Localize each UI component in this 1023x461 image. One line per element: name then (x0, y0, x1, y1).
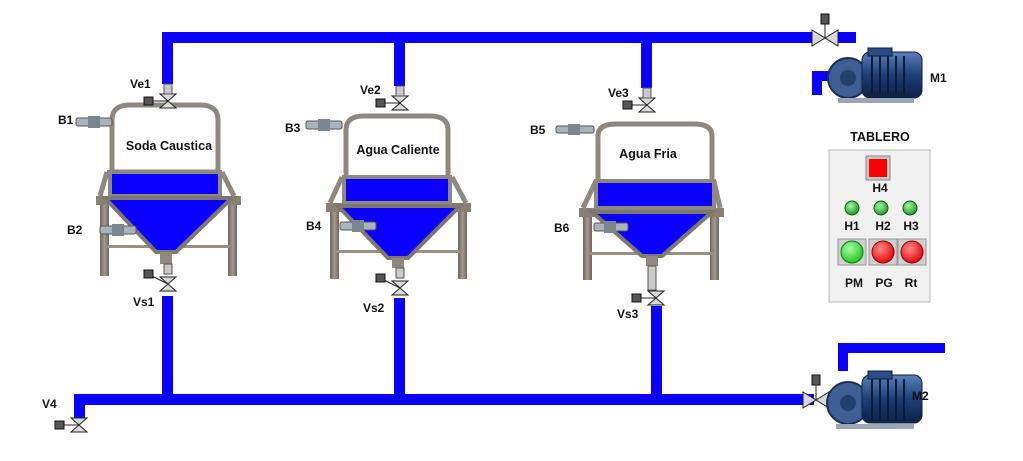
sensor-label: B1 (58, 113, 74, 127)
sensor-label: B6 (554, 221, 570, 235)
button-pm[interactable]: PM (837, 238, 867, 290)
pipe-m2-outlet-h (838, 343, 945, 353)
valve-ve1[interactable]: Ve1 (130, 77, 178, 109)
tank-leg (228, 198, 237, 276)
panel-title: TABLERO (850, 130, 910, 144)
sensor-label: B3 (285, 121, 301, 135)
button-pg[interactable]: PG (868, 238, 898, 290)
actuator-icon (811, 374, 821, 386)
pump-label: M1 (930, 71, 947, 85)
valve-m1-inlet[interactable] (811, 13, 839, 47)
actuator-icon (143, 269, 154, 279)
valve-vs1[interactable]: Vs1 (133, 263, 178, 309)
sensor-b1[interactable]: B1 (58, 113, 113, 128)
lamp-label: H3 (903, 219, 919, 233)
valve-ve2[interactable]: Ve2 (360, 83, 410, 111)
button-label: Rt (905, 276, 918, 290)
pipe-m1-inlet (836, 32, 856, 43)
tank-outlet-neck (392, 258, 404, 268)
sensor-label: B5 (530, 123, 546, 137)
sensor-b4[interactable]: B4 (306, 219, 377, 233)
sensor-label: B2 (67, 223, 83, 237)
button-rt[interactable]: Rt (897, 238, 927, 290)
sensor-label: B4 (306, 219, 322, 233)
tank-label: Agua Caliente (356, 143, 439, 157)
button-label: PM (845, 276, 863, 290)
pipe-drop-ve2 (394, 32, 405, 86)
pipe-vs2 (394, 298, 405, 396)
valve-label: Vs1 (133, 295, 155, 309)
valve-ve3[interactable]: Ve3 (608, 86, 657, 113)
tank-leg (100, 198, 109, 276)
valve-label: Vs3 (617, 307, 639, 321)
pump-m1[interactable]: M1 (827, 47, 947, 103)
tank-leg (330, 205, 339, 279)
tank-leg (583, 212, 592, 280)
tank-outlet-neck (646, 256, 658, 266)
valve-label: Ve1 (130, 77, 151, 91)
tank-cone (586, 210, 718, 258)
actuator-icon (54, 420, 65, 430)
valve-vs3[interactable]: Vs3 (617, 265, 666, 321)
actuator-icon (375, 273, 386, 283)
tank-liquid (108, 170, 222, 198)
tank-leg (710, 212, 719, 280)
pipe-m2-outlet-v (838, 343, 848, 371)
pipe-v4-drop (74, 394, 85, 418)
actuator-icon (143, 96, 154, 106)
pipe-drop-ve3 (641, 32, 652, 88)
valve-v4[interactable]: V4 (42, 397, 89, 433)
actuator-icon (631, 293, 642, 303)
valve-label: Ve3 (608, 86, 629, 100)
lamp-h2: H2 (873, 200, 891, 233)
pump-m2[interactable]: M2 (826, 370, 929, 429)
sensor-b6[interactable]: B6 (554, 221, 629, 235)
pipe-vs3 (651, 306, 662, 396)
actuator-icon (622, 100, 633, 110)
button-label: PG (875, 276, 892, 290)
valve-m2-inlet[interactable] (802, 374, 830, 409)
sensor-b5[interactable]: B5 (530, 123, 595, 137)
tank-leg (458, 205, 467, 279)
pump-label: M2 (912, 389, 929, 403)
tank-shell (343, 113, 451, 181)
tank-shell (109, 102, 221, 175)
lamp-label: H2 (875, 219, 891, 233)
tank-cone (100, 196, 237, 254)
pipe-drop-ve1 (162, 32, 173, 84)
valve-label: Ve2 (360, 83, 381, 97)
valve-label: Vs2 (363, 301, 385, 315)
lamp-h1: H1 (844, 200, 860, 233)
valve-label: V4 (42, 397, 57, 411)
tank-agua-fria[interactable]: Agua Fria (579, 121, 724, 280)
lamp-label: H1 (844, 219, 860, 233)
lamp-h3: H3 (902, 200, 919, 233)
tank-soda-caustica[interactable]: Soda Caustica (96, 102, 241, 276)
tank-outlet-neck (160, 252, 172, 264)
alarm-label: H4 (872, 181, 888, 195)
tank-agua-caliente[interactable]: Agua Caliente (326, 113, 471, 279)
tank-label: Soda Caustica (126, 139, 213, 153)
sensor-b3[interactable]: B3 (285, 119, 343, 135)
tank-label: Agua Fria (619, 147, 678, 161)
actuator-icon (820, 13, 830, 25)
alarm-h4: H4 (865, 155, 891, 195)
sensor-b2[interactable]: B2 (67, 223, 137, 237)
pipe-vs1 (162, 296, 173, 396)
pipe-m1-outlet-v (812, 71, 822, 95)
bottom-header-pipe (74, 394, 814, 405)
tank-liquid (342, 175, 452, 205)
pipe-network (74, 32, 945, 418)
top-header-pipe (162, 32, 812, 43)
level-sensors: B1 B2 B3 B4 B5 B6 (58, 113, 629, 237)
actuator-icon (375, 98, 386, 108)
tank-liquid (594, 179, 716, 210)
valve-vs2[interactable]: Vs2 (363, 267, 410, 315)
control-panel: TABLERO H4 H1 H2 H3 PM PG (828, 130, 931, 303)
tank-shell (595, 121, 715, 185)
tank-cone (333, 204, 465, 260)
